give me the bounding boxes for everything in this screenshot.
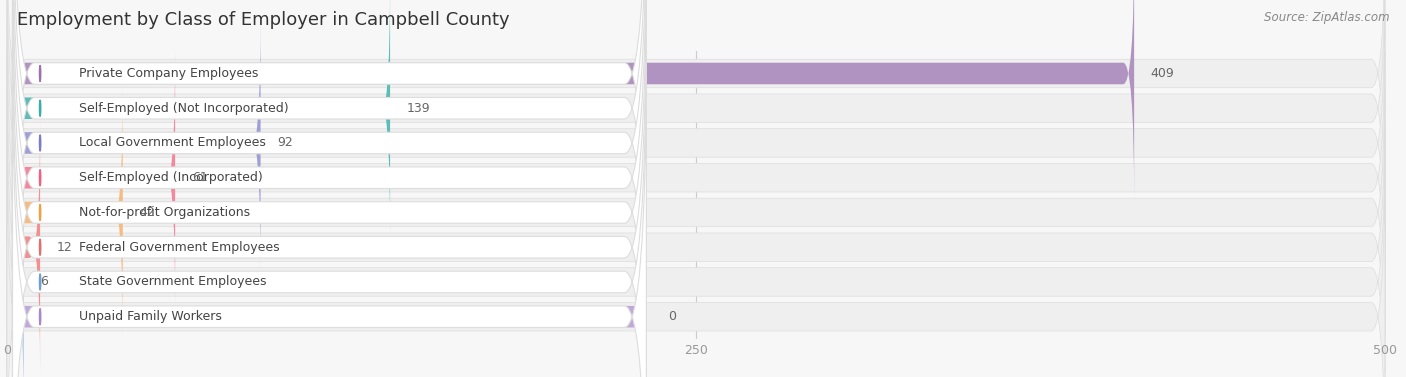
FancyBboxPatch shape [7,157,1385,377]
FancyBboxPatch shape [13,188,647,377]
FancyBboxPatch shape [7,18,1385,337]
FancyBboxPatch shape [13,0,647,377]
Text: Unpaid Family Workers: Unpaid Family Workers [79,310,222,323]
Text: Not-for-profit Organizations: Not-for-profit Organizations [79,206,250,219]
Text: 0: 0 [668,310,676,323]
FancyBboxPatch shape [13,84,122,341]
FancyBboxPatch shape [13,15,260,271]
Text: Source: ZipAtlas.com: Source: ZipAtlas.com [1264,11,1389,24]
FancyBboxPatch shape [7,0,1385,233]
FancyBboxPatch shape [13,0,1135,202]
Text: 92: 92 [277,136,292,149]
Text: 6: 6 [41,276,48,288]
FancyBboxPatch shape [13,0,647,341]
FancyBboxPatch shape [7,123,1385,377]
Text: Self-Employed (Incorporated): Self-Employed (Incorporated) [79,171,263,184]
FancyBboxPatch shape [7,88,1385,377]
Text: 61: 61 [191,171,208,184]
Text: Federal Government Employees: Federal Government Employees [79,241,280,254]
FancyBboxPatch shape [7,0,1385,268]
FancyBboxPatch shape [7,53,1385,372]
Text: 12: 12 [56,241,72,254]
Text: 42: 42 [139,206,155,219]
FancyBboxPatch shape [13,154,24,377]
Text: 139: 139 [406,102,430,115]
Text: Private Company Employees: Private Company Employees [79,67,259,80]
Text: State Government Employees: State Government Employees [79,276,266,288]
FancyBboxPatch shape [13,119,41,375]
Text: Employment by Class of Employer in Campbell County: Employment by Class of Employer in Campb… [17,11,509,29]
FancyBboxPatch shape [13,15,647,377]
FancyBboxPatch shape [13,0,647,377]
FancyBboxPatch shape [13,49,176,306]
FancyBboxPatch shape [13,0,647,377]
FancyBboxPatch shape [7,0,1385,302]
FancyBboxPatch shape [13,0,389,236]
FancyBboxPatch shape [13,0,647,375]
Text: Local Government Employees: Local Government Employees [79,136,266,149]
Text: Self-Employed (Not Incorporated): Self-Employed (Not Incorporated) [79,102,288,115]
FancyBboxPatch shape [13,49,647,377]
Text: 409: 409 [1150,67,1174,80]
FancyBboxPatch shape [13,0,647,377]
